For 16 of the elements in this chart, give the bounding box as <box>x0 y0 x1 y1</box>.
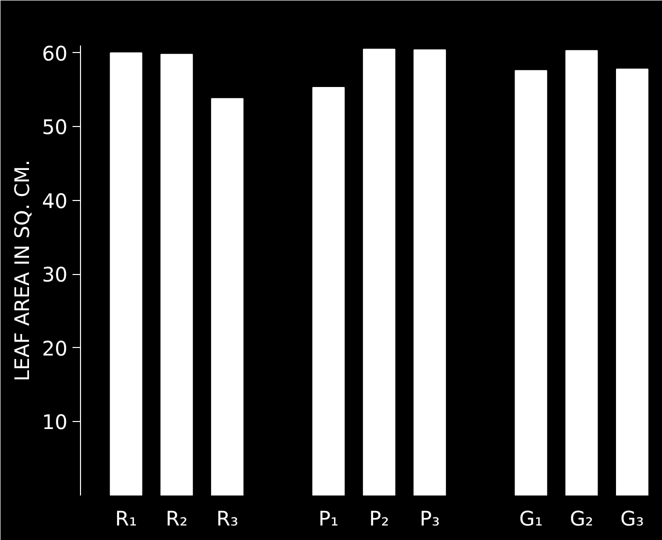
x-tick-label: G₂ <box>570 506 594 530</box>
y-tick-label: 10 <box>42 410 68 434</box>
y-axis-title: LEAF AREA IN SQ. CM. <box>10 160 34 382</box>
x-tick-label: P₃ <box>420 506 440 530</box>
x-tick-label: P₂ <box>369 506 390 530</box>
x-tick-label: R₂ <box>166 506 188 530</box>
y-tick-label: 20 <box>42 336 68 360</box>
y-tick-label: 60 <box>42 41 68 66</box>
y-tick-label: 50 <box>42 115 68 140</box>
x-tick-label: R₃ <box>216 506 238 530</box>
x-tick-label: P₁ <box>318 506 339 530</box>
y-tick-label: 40 <box>42 188 68 213</box>
x-tick-label: R₁ <box>115 506 138 530</box>
x-tick-label: G₃ <box>620 506 644 530</box>
x-tick-label: G₁ <box>519 506 543 530</box>
y-tick-label: 30 <box>42 262 68 287</box>
